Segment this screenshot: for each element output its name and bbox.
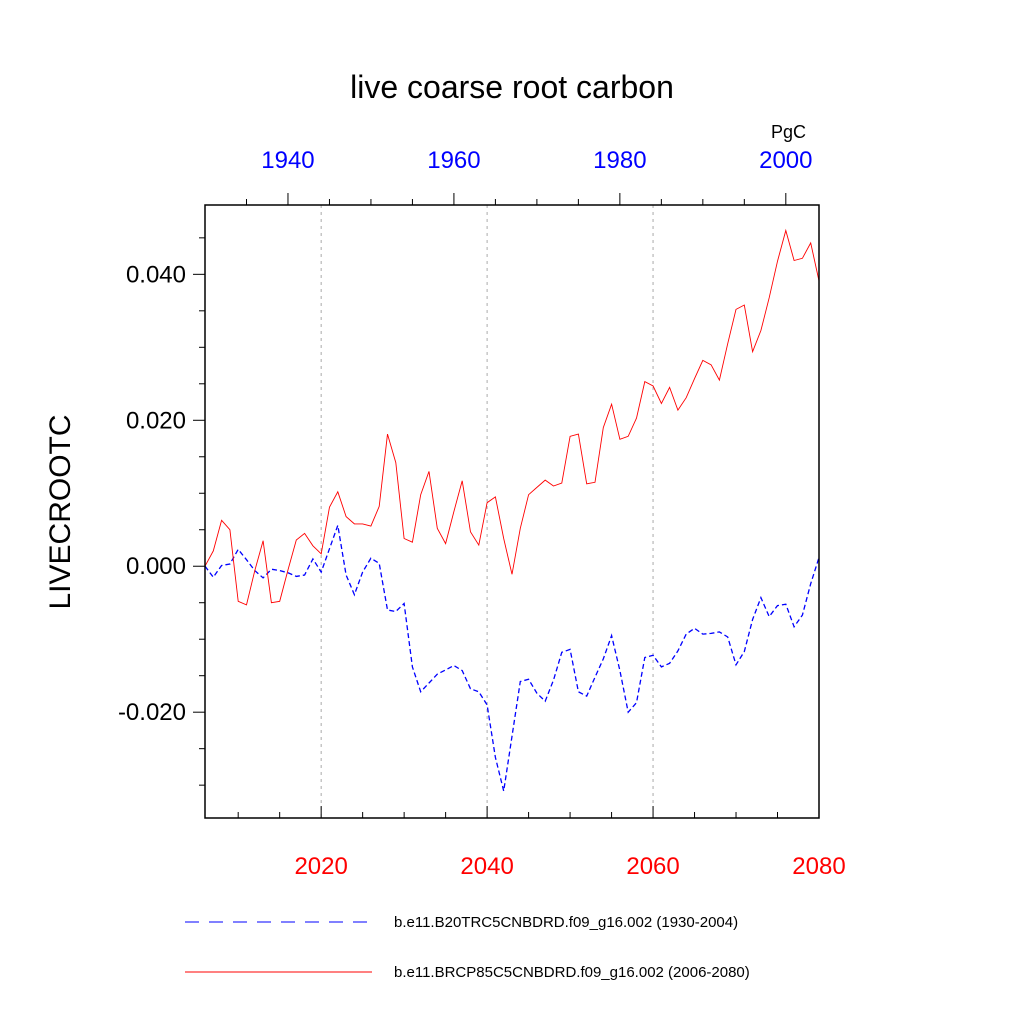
series-line-2: [204, 228, 820, 606]
x-top-tick-label: 1940: [261, 147, 314, 174]
y-axis-label: LIVECROOTC: [44, 414, 77, 609]
legend: b.e11.B20TRC5CNBDRD.f09_g16.002 (1930-20…: [185, 914, 750, 981]
tick-labels: -0.020 0.000 0.020 0.040 2020 2040 2060 2080 194…: [118, 147, 846, 880]
x-top-tick-label: 1980: [593, 147, 646, 174]
gridlines: [320, 205, 654, 818]
x-bottom-tick-label: 2020: [294, 853, 347, 880]
legend-label-1: b.e11.B20TRC5CNBDRD.f09_g16.002 (1930-20…: [394, 914, 738, 931]
y-tick-label: -0.020: [118, 699, 186, 726]
plot-frame: [204, 204, 820, 819]
x-bottom-tick-label: 2060: [626, 853, 679, 880]
legend-label-2: b.e11.BRCP85C5CNBDRD.f09_g16.002 (2006-2…: [394, 964, 750, 981]
units-label: PgC: [771, 122, 806, 142]
x-bottom-tick-label: 2080: [792, 853, 845, 880]
x-bottom-tick-label: 2040: [460, 853, 513, 880]
chart-title: live coarse root carbon: [350, 69, 674, 105]
series-line-1: [204, 522, 820, 792]
y-tick-label: 0.000: [126, 553, 186, 580]
x-top-tick-label: 2000: [759, 147, 812, 174]
y-tick-label: 0.020: [126, 407, 186, 434]
series-lines: [204, 228, 820, 792]
y-tick-label: 0.040: [126, 261, 186, 288]
x-top-tick-label: 1960: [427, 147, 480, 174]
axis-ticks: [193, 193, 820, 818]
